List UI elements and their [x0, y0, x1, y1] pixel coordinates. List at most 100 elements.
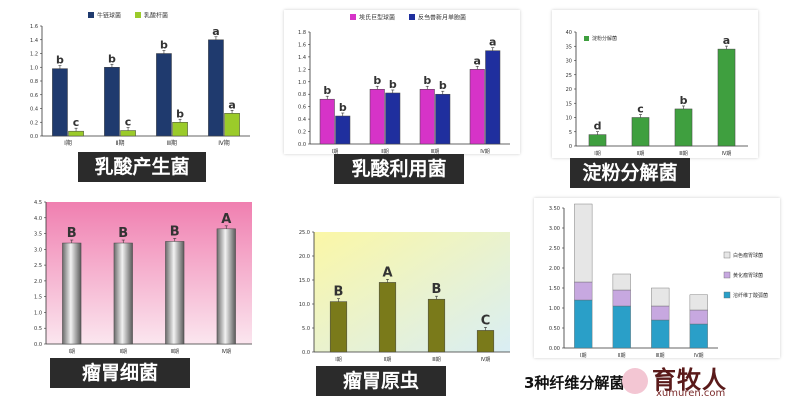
significance-label: b: [108, 52, 116, 65]
x-tick-label: Ⅱ期: [618, 353, 625, 358]
bar: [68, 130, 84, 137]
chart-lactate-producers: 0.0 0.2 0.4 0.6 0.8 1.0 1.2 1.4 1.6 Ⅰ期 Ⅱ期 Ⅲ期 Ⅳ期 b b b a c…: [30, 12, 250, 147]
y-tick-label: 1.6: [298, 42, 306, 48]
bar: [165, 241, 185, 345]
legend-label: 淀粉分解菌: [592, 35, 617, 42]
y-tick-label: 1.00: [549, 306, 560, 312]
y-tick-label: 15: [566, 101, 572, 107]
bar: [612, 305, 631, 349]
y-tick-label: 0.50: [549, 326, 560, 332]
chart-rumen-protozoa: 0.0 5.0 10.0 15.0 20.0 25.0 Ⅰ期 Ⅱ期 Ⅲ期 Ⅳ期 B A B C: [299, 230, 510, 363]
x-tick-label: Ⅲ期: [656, 353, 664, 358]
x-tick-label: Ⅱ期: [637, 151, 644, 157]
significance-label: b: [680, 94, 688, 107]
chart-panel-lactate-utilizers: 0.0 0.2 0.4 0.6 0.8 1.0 1.2 1.4 1.6 1.8 Ⅰ期 Ⅱ期 Ⅲ期 Ⅳ期 b b…: [284, 10, 520, 154]
bar: [427, 298, 446, 353]
x-tick-label: Ⅳ期: [218, 139, 230, 147]
significance-label: a: [228, 98, 235, 111]
legend-swatch: [135, 12, 141, 18]
y-tick-label: 0.4: [298, 117, 306, 123]
x-tick-label: Ⅲ期: [432, 357, 440, 363]
x-tick-label: Ⅳ期: [694, 353, 704, 358]
significance-label: a: [474, 54, 481, 67]
y-tick-label: 1.2: [30, 52, 38, 58]
significance-label: b: [176, 107, 184, 120]
x-tick-label: Ⅱ期: [120, 349, 127, 355]
bar: [52, 68, 68, 137]
x-tick-label: Ⅳ期: [722, 151, 732, 157]
x-tick-label: Ⅰ期: [335, 357, 341, 363]
y-tick-label: 2.50: [549, 246, 560, 252]
bar: [689, 294, 708, 311]
bar: [156, 53, 172, 137]
bar: [113, 242, 133, 345]
bar: [208, 39, 224, 137]
x-tick-label: Ⅰ期: [580, 353, 586, 358]
bar: [574, 203, 593, 283]
x-tick-label: Ⅰ期: [64, 139, 72, 147]
bar: [476, 330, 495, 353]
y-tick-label: 0.2: [30, 120, 38, 126]
significance-label: B: [170, 224, 180, 239]
y-tick-label: 35: [566, 44, 572, 50]
y-tick-label: 1.4: [298, 55, 306, 61]
y-tick-label: 1.2: [298, 67, 306, 73]
significance-label: A: [382, 265, 392, 280]
y-tick-label: 0.6: [298, 105, 306, 111]
bar: [419, 88, 435, 145]
y-tick-label: 30: [566, 59, 572, 65]
caption-lactate-utilizers: 乳酸利用菌: [334, 154, 464, 184]
significance-label: b: [423, 74, 431, 87]
y-tick-label: 1.0: [30, 65, 38, 71]
significance-label: c: [73, 116, 80, 129]
y-tick-label: 3.00: [549, 226, 560, 232]
significance-label: b: [160, 39, 168, 52]
y-tick-label: 0.6: [30, 93, 38, 99]
y-tick-label: 3.0: [34, 247, 42, 253]
y-tick-label: 5.0: [302, 326, 310, 332]
watermark-url: xumuren.com: [656, 388, 726, 399]
bar: [612, 273, 631, 291]
bar: [172, 122, 188, 137]
y-tick-label: 20.0: [299, 254, 310, 260]
legend-swatch: [350, 14, 356, 20]
y-tick-label: 25: [566, 73, 572, 79]
significance-label: b: [389, 78, 397, 91]
bar: [651, 305, 670, 321]
bar: [378, 282, 397, 353]
significance-label: c: [125, 116, 132, 129]
x-tick-label: Ⅲ期: [431, 149, 439, 154]
bar: [335, 115, 351, 145]
significance-label: b: [339, 101, 347, 114]
legend-swatch: [584, 36, 589, 41]
significance-label: B: [67, 226, 77, 241]
legend-label: 牛链球菌: [97, 12, 121, 20]
x-tick-label: Ⅲ期: [171, 349, 179, 355]
legend-swatch: [409, 14, 415, 20]
bar: [631, 117, 650, 147]
chart-rumen-bacteria: 0.0 0.5 1.0 1.5 2.0 2.5 3.0 3.5 4.0 4.5 Ⅰ期 Ⅱ期 Ⅲ期 Ⅳ期 B B…: [34, 200, 252, 355]
y-tick-label: 0.2: [298, 130, 306, 136]
legend-swatch: [723, 271, 731, 279]
significance-label: B: [432, 282, 442, 297]
legend-label: 埃氏巨型球菌: [359, 14, 395, 22]
x-tick-label: Ⅰ期: [69, 349, 75, 355]
y-tick-label: 0.8: [298, 92, 306, 98]
x-tick-label: Ⅳ期: [480, 149, 490, 154]
x-tick-label: Ⅲ期: [679, 151, 687, 157]
significance-label: b: [439, 79, 447, 92]
chart-panel-starch-degraders: 0 5 10 15 20 25 30 35 40 Ⅰ期 Ⅱ期 Ⅲ期 Ⅳ期 d c b a 淀粉分解菌: [552, 10, 758, 158]
significance-label: c: [637, 103, 644, 116]
bar: [469, 69, 485, 145]
bar: [651, 287, 670, 307]
bar: [574, 281, 593, 301]
bar: [588, 134, 607, 147]
legend-label: 黄化瘤胃球菌: [733, 272, 763, 279]
y-tick-label: 40: [566, 30, 572, 36]
y-tick-label: 1.0: [298, 80, 306, 86]
bar: [674, 108, 693, 147]
significance-label: B: [118, 226, 128, 241]
y-tick-label: 2.00: [549, 266, 560, 272]
bar: [435, 93, 451, 145]
significance-label: B: [334, 285, 344, 300]
